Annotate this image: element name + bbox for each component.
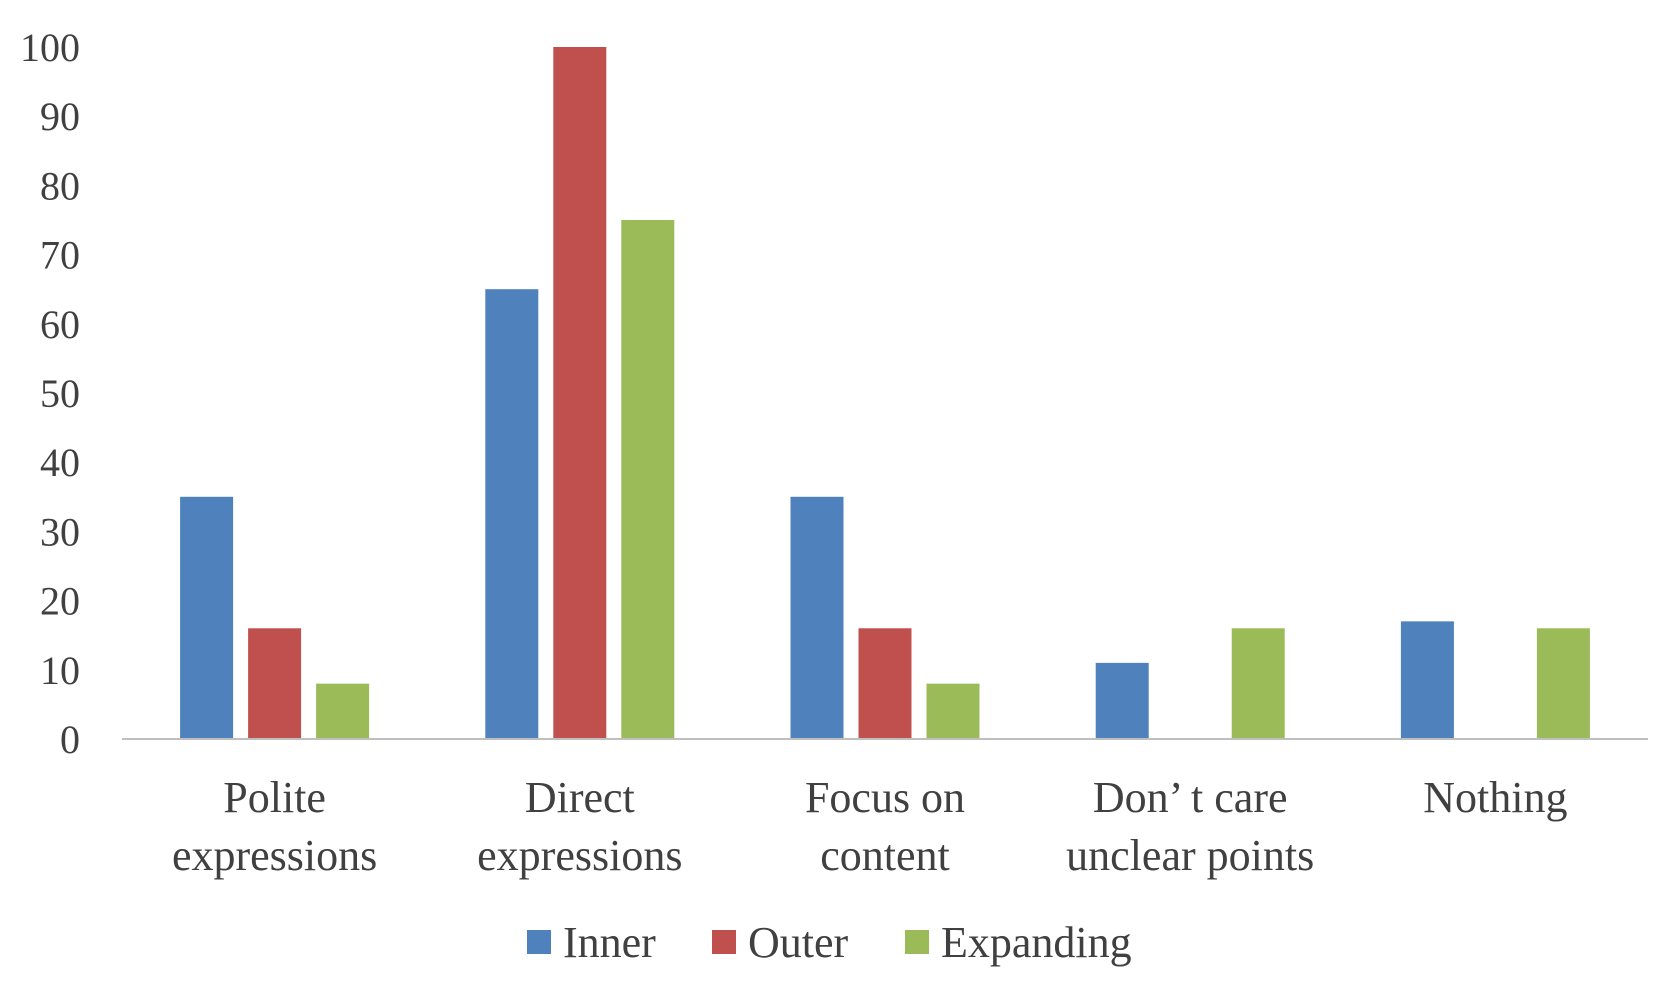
y-tick-label: 40 bbox=[40, 440, 80, 485]
bar bbox=[316, 683, 370, 739]
bar bbox=[248, 628, 302, 739]
bar bbox=[1095, 662, 1149, 739]
y-axis: 0 10 20 30 40 50 60 70 80 90 100 bbox=[20, 25, 80, 762]
x-tick-label: unclear points bbox=[1066, 831, 1314, 880]
y-tick-label: 20 bbox=[40, 579, 80, 624]
bars bbox=[180, 47, 1590, 739]
y-tick-label: 0 bbox=[60, 717, 80, 762]
bar bbox=[553, 47, 607, 739]
x-tick-label: Focus on bbox=[805, 773, 965, 822]
x-tick-label: Polite bbox=[223, 773, 326, 822]
legend-label: Outer bbox=[748, 918, 849, 967]
y-tick-label: 80 bbox=[40, 163, 80, 208]
y-tick-label: 90 bbox=[40, 94, 80, 139]
legend-item: Inner bbox=[527, 918, 656, 967]
bar bbox=[790, 496, 844, 739]
x-tick-labels: Polite expressions Direct expressions Focus … bbox=[172, 773, 1568, 880]
x-tick-label: Direct bbox=[525, 773, 635, 822]
legend-swatch bbox=[527, 930, 551, 954]
x-tick-label: Nothing bbox=[1423, 773, 1567, 822]
y-tick-label: 60 bbox=[40, 302, 80, 347]
bar bbox=[180, 496, 234, 739]
legend-label: Inner bbox=[563, 918, 656, 967]
y-tick-label: 100 bbox=[20, 25, 80, 70]
bar bbox=[926, 683, 980, 739]
x-tick-label: Don’ t care bbox=[1093, 773, 1288, 822]
y-tick-label: 10 bbox=[40, 648, 80, 693]
x-tick-label: content bbox=[820, 831, 950, 880]
bar bbox=[485, 289, 539, 739]
legend-swatch bbox=[905, 930, 929, 954]
bar bbox=[621, 220, 675, 739]
x-tick-label: expressions bbox=[172, 831, 377, 880]
bar bbox=[1400, 621, 1454, 739]
legend: Inner Outer Expanding bbox=[527, 918, 1132, 967]
legend-swatch bbox=[712, 930, 736, 954]
y-tick-label: 50 bbox=[40, 371, 80, 416]
legend-label: Expanding bbox=[941, 918, 1132, 967]
x-tick-label: expressions bbox=[477, 831, 682, 880]
bar bbox=[858, 628, 912, 739]
bar bbox=[1536, 628, 1590, 739]
y-tick-label: 30 bbox=[40, 509, 80, 554]
legend-item: Expanding bbox=[905, 918, 1132, 967]
y-tick-label: 70 bbox=[40, 233, 80, 278]
bar bbox=[1231, 628, 1285, 739]
legend-item: Outer bbox=[712, 918, 849, 967]
